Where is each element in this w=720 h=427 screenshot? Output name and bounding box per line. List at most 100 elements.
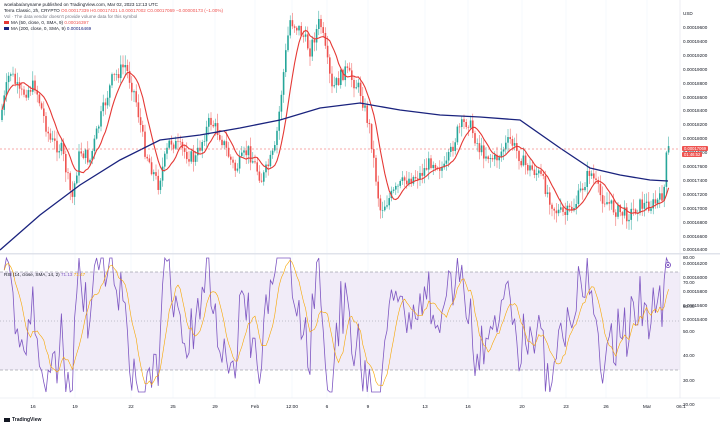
candle-body	[445, 160, 448, 164]
candle-body	[49, 133, 52, 140]
candle-body	[487, 156, 489, 160]
candle-body	[579, 188, 582, 191]
candle-body	[104, 102, 107, 106]
candle-body	[654, 199, 657, 204]
candle-body	[183, 148, 186, 152]
candle-body	[392, 189, 395, 191]
candle-body	[595, 178, 597, 180]
candle-body	[529, 165, 531, 171]
time-tick-label: 20	[519, 405, 525, 410]
symbol-label[interactable]: Terra Classic, 2h, CRYPTO	[4, 7, 60, 13]
candle-body	[474, 133, 476, 144]
candle-body	[23, 89, 25, 95]
candle-body	[139, 117, 142, 126]
rsi-legend[interactable]: RSI (14, close, SMA, 14, 2) 71.13 71.47	[4, 272, 85, 277]
rsi-line	[3, 256, 669, 393]
candle-body	[555, 210, 558, 214]
candle-body	[421, 172, 423, 176]
price-tick-label: 0.00015400	[683, 316, 708, 322]
time-tick-label: 9	[366, 405, 370, 410]
candle-body	[630, 208, 632, 220]
candle-body	[263, 172, 265, 182]
candle-body	[144, 131, 146, 157]
candle-body	[32, 80, 34, 92]
candle-body	[203, 141, 206, 142]
rsi-tick-label: 30.00	[683, 377, 695, 383]
tradingview-logo[interactable]: TradingView	[4, 417, 41, 423]
candle-body	[375, 157, 377, 182]
candle-body	[568, 205, 571, 207]
candle-body	[29, 90, 32, 92]
candle-body	[80, 151, 82, 154]
candle-body	[113, 74, 115, 75]
pane-divider	[0, 253, 720, 255]
candle-body	[621, 212, 624, 216]
candle-body	[597, 179, 599, 184]
price-tick-label: 0.00016800	[683, 219, 708, 225]
candle-body	[628, 219, 630, 222]
candle-body	[518, 150, 520, 162]
candle-body	[186, 151, 188, 160]
candle-body	[38, 94, 41, 104]
candle-body	[142, 125, 144, 132]
rsi-label-text: RSI (14, close, SMA, 14, 2)	[4, 272, 60, 277]
candle-body	[337, 78, 340, 86]
candle-body	[14, 73, 16, 84]
candle-body	[21, 88, 23, 90]
time-tick-label: 12:00	[285, 405, 299, 410]
ma200-value: 0.00016469	[66, 25, 92, 31]
candle-body	[588, 170, 591, 176]
candle-body	[100, 111, 102, 127]
candle-body	[285, 50, 287, 73]
candle-body	[335, 78, 338, 86]
candle-body	[434, 164, 437, 169]
candle-body	[557, 209, 560, 214]
candle-body	[441, 167, 443, 171]
candle-body	[40, 103, 43, 109]
candle-body	[214, 123, 217, 127]
rsi-tick-label: 60.00	[683, 304, 695, 309]
candle-body	[645, 201, 648, 203]
candle-body	[216, 123, 219, 135]
candle-body	[287, 35, 289, 51]
candle-body	[267, 164, 269, 167]
ma200-label[interactable]: MA (200, close, 0, SMA, 9)	[11, 25, 66, 31]
candle-body	[632, 208, 635, 210]
currency-label[interactable]: USD	[683, 11, 693, 16]
price-tick-label: 0.00017000	[683, 205, 708, 211]
candle-body	[511, 138, 514, 146]
candle-body	[542, 173, 544, 176]
candle-body	[177, 140, 179, 142]
time-tick-label: 22	[128, 405, 134, 410]
candle-body	[280, 94, 283, 112]
ma50-line	[1, 29, 670, 215]
price-tick-label: 0.00016000	[683, 275, 708, 281]
candle-body	[456, 126, 459, 143]
candle-body	[586, 170, 588, 187]
time-tick-label: 16	[465, 405, 471, 410]
candle-body	[278, 111, 280, 131]
ma50-label[interactable]: MA (50, close, 0, SMA, 9)	[11, 19, 64, 25]
event-marker-icon[interactable]	[665, 262, 671, 268]
candle-body	[27, 90, 30, 98]
time-tick-label: Feb	[250, 405, 260, 410]
candle-body	[461, 119, 463, 127]
candle-body	[117, 74, 120, 79]
time-tick-label: 26	[603, 405, 609, 410]
candle-body	[43, 108, 45, 117]
candle-body	[98, 126, 100, 129]
candle-body	[575, 203, 577, 209]
candle-body	[601, 195, 604, 204]
candle-body	[311, 39, 313, 57]
candle-body	[232, 159, 234, 163]
candle-body	[531, 165, 533, 170]
candle-body	[344, 66, 346, 81]
candle-body	[172, 144, 175, 149]
rsi-ma-line	[3, 259, 669, 387]
candle-body	[368, 122, 371, 125]
candle-body	[465, 121, 467, 128]
candle-body	[102, 102, 104, 112]
price-tick-label: 0.00016600	[683, 233, 708, 239]
candle-body	[84, 149, 87, 159]
